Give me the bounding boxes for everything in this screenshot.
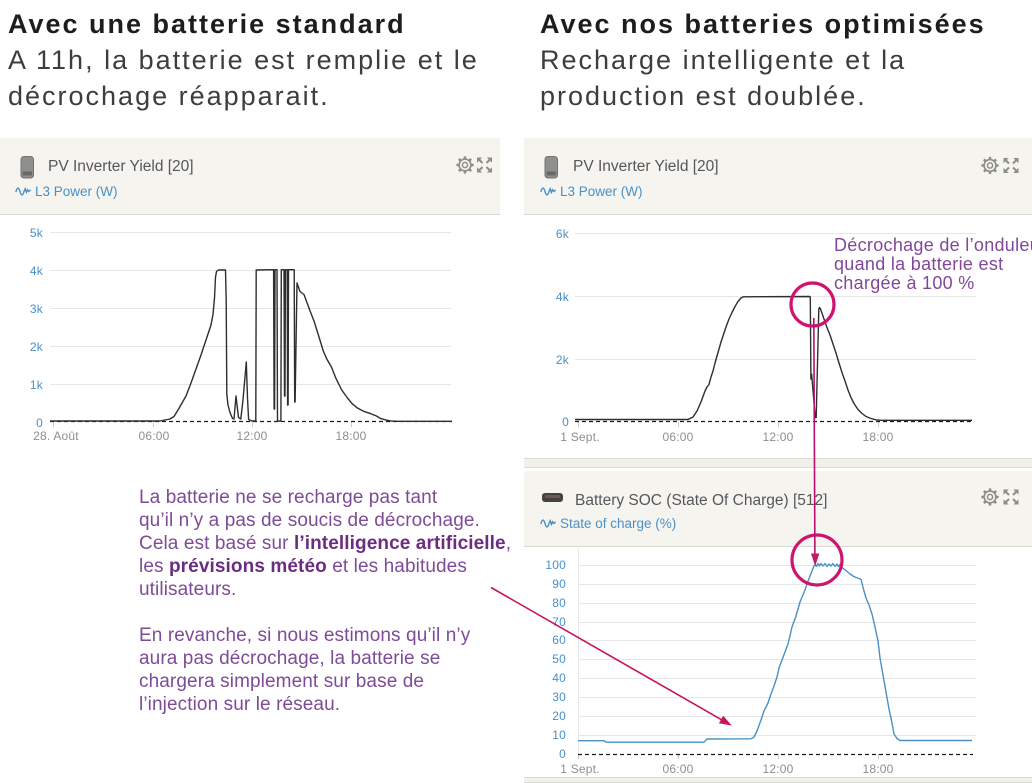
svg-text:12:00: 12:00	[762, 762, 793, 776]
svg-text:1 Sept.: 1 Sept.	[560, 762, 599, 776]
svg-text:2k: 2k	[30, 340, 44, 354]
svg-text:10: 10	[552, 728, 566, 742]
svg-text:30: 30	[552, 690, 566, 704]
svg-text:50: 50	[552, 652, 566, 666]
svg-text:06:00: 06:00	[662, 762, 693, 776]
svg-text:1 Sept.: 1 Sept.	[560, 430, 599, 444]
svg-text:0: 0	[36, 416, 43, 430]
svg-text:06:00: 06:00	[662, 430, 693, 444]
svg-text:4k: 4k	[556, 290, 570, 304]
svg-text:18:00: 18:00	[335, 429, 366, 443]
svg-text:18:00: 18:00	[862, 430, 893, 444]
svg-text:0: 0	[562, 415, 569, 429]
svg-text:20: 20	[552, 709, 566, 723]
svg-text:40: 40	[552, 671, 566, 685]
svg-text:12:00: 12:00	[762, 430, 793, 444]
svg-text:12:00: 12:00	[236, 429, 267, 443]
svg-text:18:00: 18:00	[862, 762, 893, 776]
svg-text:60: 60	[552, 633, 566, 647]
svg-text:1k: 1k	[30, 378, 44, 392]
svg-text:100: 100	[545, 558, 566, 572]
svg-text:90: 90	[552, 577, 566, 591]
svg-text:4k: 4k	[30, 264, 44, 278]
svg-text:3k: 3k	[30, 302, 44, 316]
svg-text:5k: 5k	[30, 226, 44, 240]
svg-text:28. Août: 28. Août	[33, 429, 79, 443]
svg-text:6k: 6k	[556, 227, 570, 241]
svg-text:80: 80	[552, 596, 566, 610]
svg-text:06:00: 06:00	[138, 429, 169, 443]
svg-text:0: 0	[559, 747, 566, 761]
svg-text:2k: 2k	[556, 353, 570, 367]
